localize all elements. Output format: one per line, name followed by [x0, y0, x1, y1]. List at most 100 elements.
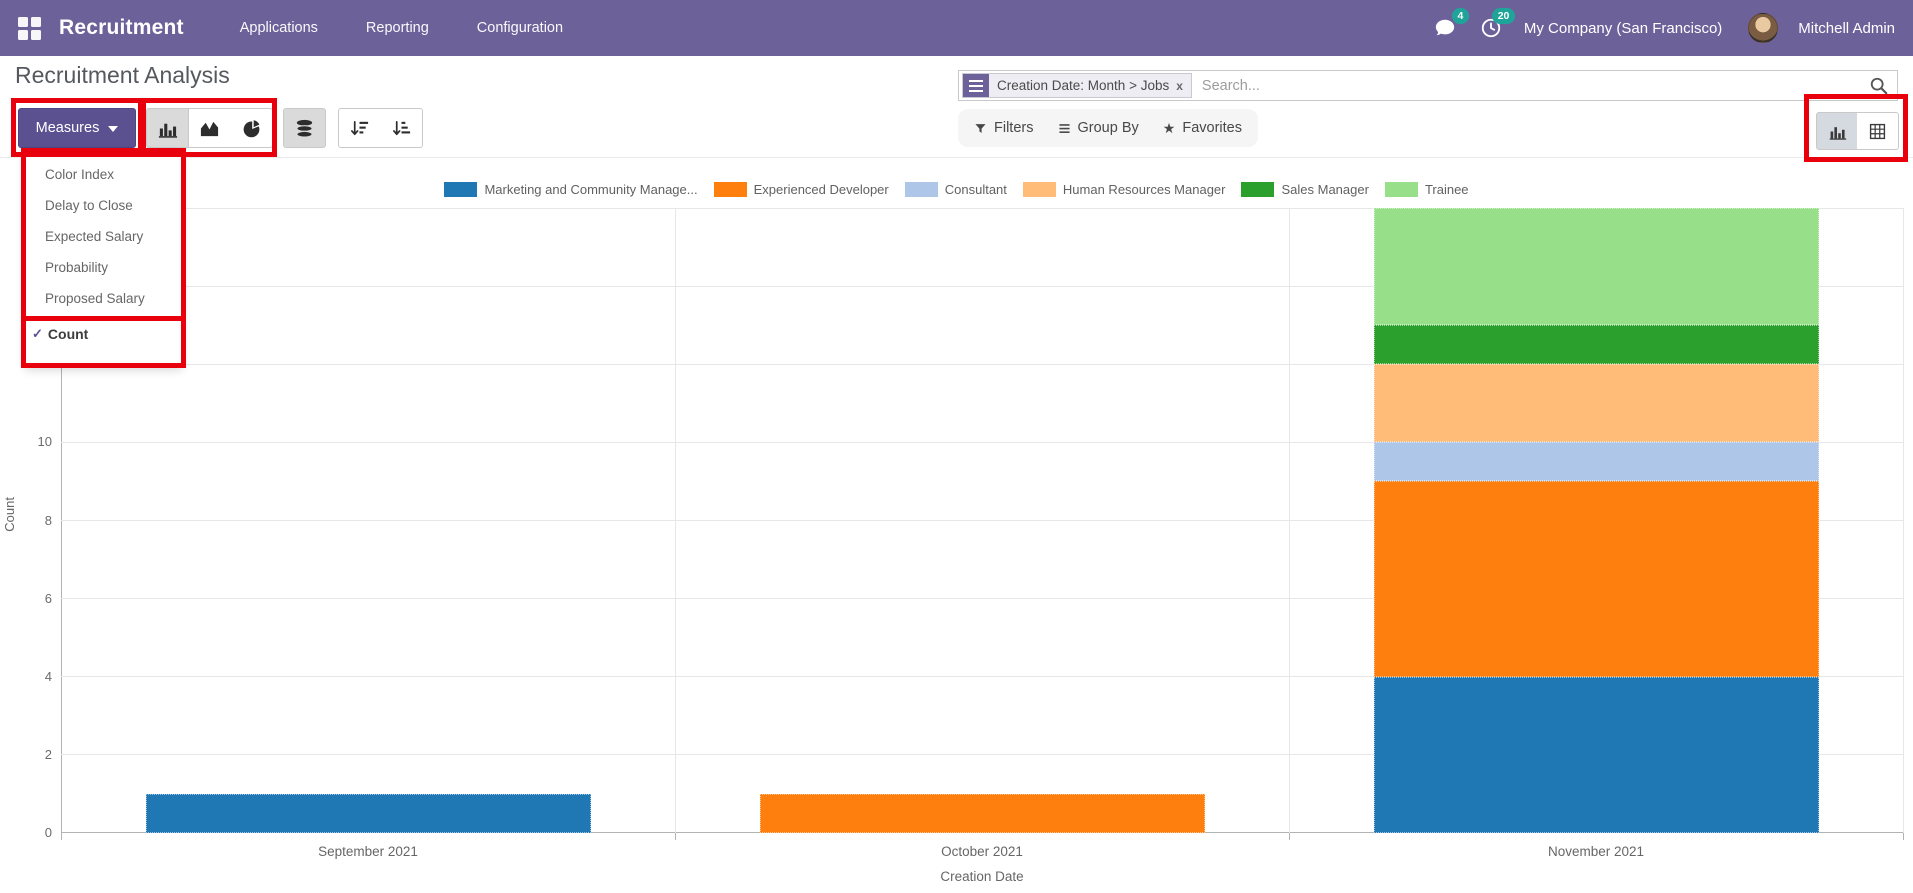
x-tick-label: September 2021	[318, 844, 418, 859]
y-tick-label-0: 0	[44, 825, 52, 840]
bar-segment[interactable]	[1373, 676, 1819, 833]
legend-item[interactable]: Consultant	[904, 182, 1007, 197]
menu-item-delay-to-close[interactable]: Delay to Close	[45, 198, 133, 213]
control-panel-divider	[0, 157, 1913, 158]
gridline-y-6	[61, 598, 1903, 600]
messages-badge: 4	[1452, 8, 1469, 24]
y-tick-label-10: 10	[37, 434, 52, 450]
pie-chart-type-button[interactable]	[230, 108, 273, 148]
x-tickmark-1	[674, 833, 676, 840]
x-tick-label: October 2021	[941, 844, 1023, 859]
legend-swatch	[1022, 182, 1056, 197]
legend-label: Marketing and Community Manage...	[484, 182, 698, 197]
user-menu[interactable]: Mitchell Admin	[1798, 19, 1895, 37]
chevron-down-icon	[108, 125, 119, 137]
legend-item[interactable]: Human Resources Manager	[1022, 182, 1226, 197]
legend-swatch	[444, 182, 478, 197]
gridline-y-12	[61, 363, 1903, 365]
y-tick-label-2: 2	[44, 746, 52, 762]
messages-icon[interactable]: 4	[1432, 8, 1469, 41]
legend-label: Sales Manager	[1281, 182, 1369, 197]
gridline-x-1	[674, 208, 676, 833]
legend-label: Experienced Developer	[753, 182, 889, 197]
search-icon[interactable]	[1869, 76, 1889, 96]
legend-swatch	[1241, 182, 1275, 197]
search-bar[interactable]: Creation Date: Month > Jobs x Search...	[958, 70, 1898, 101]
measures-button[interactable]: Measures	[18, 108, 136, 148]
x-tickmark-0	[60, 833, 62, 840]
facet-remove-icon[interactable]: x	[1176, 78, 1183, 93]
groupby-bars-icon	[1058, 123, 1070, 133]
legend-item[interactable]: Trainee	[1384, 182, 1469, 197]
chart-legend: Marketing and Community Manage... Experie…	[0, 182, 1913, 197]
gridline-y-4	[61, 676, 1903, 678]
nav-reporting[interactable]: Reporting	[365, 20, 429, 36]
legend-label: Human Resources Manager	[1062, 182, 1226, 197]
stacked-toggle-button[interactable]	[283, 108, 326, 148]
pivot-view-button[interactable]	[1857, 112, 1899, 150]
legend-item[interactable]: Sales Manager	[1241, 182, 1369, 197]
menu-item-count-selected[interactable]: ✓ Count	[26, 314, 181, 354]
bar-segment[interactable]	[1373, 208, 1819, 326]
menu-item-proposed-salary[interactable]: Proposed Salary	[45, 291, 145, 306]
gridline-y-10	[61, 441, 1903, 443]
x-axis-title: Creation Date	[940, 869, 1024, 884]
check-icon: ✓	[32, 326, 43, 341]
filter-icon	[975, 123, 986, 133]
gridline-y-8	[61, 520, 1903, 521]
line-area-chart-type-button[interactable]	[188, 108, 231, 148]
graph-view-button[interactable]	[1816, 112, 1858, 150]
nav-configuration[interactable]: Configuration	[476, 20, 564, 36]
y-axis-title: Count	[2, 497, 17, 532]
star-icon: ★	[1162, 119, 1176, 136]
bar-segment[interactable]	[759, 793, 1205, 833]
legend-item[interactable]: Experienced Developer	[713, 182, 889, 197]
activities-clock-icon[interactable]: 20	[1478, 8, 1515, 41]
legend-swatch	[1384, 182, 1418, 197]
facet-label: Creation Date: Month > Jobs	[997, 78, 1170, 93]
menu-item-expected-salary[interactable]: Expected Salary	[45, 229, 144, 244]
y-tick-label-6: 6	[44, 590, 52, 606]
gridline-y-2	[61, 754, 1903, 756]
gridline-y-14	[61, 285, 1903, 287]
legend-item[interactable]: Marketing and Community Manage...	[444, 182, 698, 197]
menu-item-color-index[interactable]: Color Index	[45, 167, 115, 182]
company-switcher[interactable]: My Company (San Francisco)	[1523, 19, 1723, 37]
page-title: Recruitment Analysis	[15, 62, 230, 88]
sort-ascending-button[interactable]	[380, 108, 423, 148]
filters-label: Filters	[994, 120, 1034, 136]
legend-label: Trainee	[1424, 182, 1469, 197]
bar-segment[interactable]	[1373, 442, 1819, 482]
groupby-facet-icon	[963, 74, 989, 97]
user-avatar[interactable]	[1748, 13, 1779, 43]
search-facet[interactable]: Creation Date: Month > Jobs x	[962, 73, 1192, 98]
nav-applications[interactable]: Applications	[239, 20, 318, 36]
bar-segment[interactable]	[1373, 364, 1819, 443]
menu-item-probability[interactable]: Probability	[45, 260, 109, 275]
apps-menu-icon[interactable]	[18, 16, 41, 40]
bar-segment[interactable]	[1373, 325, 1819, 365]
bar-segment[interactable]	[1373, 481, 1819, 677]
favorites-button[interactable]: ★ Favorites	[1163, 120, 1242, 137]
x-tickmark-2	[1288, 833, 1290, 840]
filters-button[interactable]: Filters	[974, 120, 1033, 136]
menu-item-count-label: Count	[47, 326, 89, 342]
groupby-button[interactable]: Group By	[1058, 120, 1139, 136]
legend-swatch	[713, 182, 747, 197]
gridline-y-16	[61, 207, 1903, 209]
y-tick-label-4: 4	[44, 668, 52, 684]
gridline-x-2	[1288, 208, 1290, 833]
app-name[interactable]: Recruitment	[59, 16, 184, 39]
measures-dropdown-menu: Color Index Delay to Close Expected Sala…	[25, 151, 182, 367]
search-input[interactable]: Search...	[1201, 77, 1260, 94]
x-tickmark-3	[1902, 833, 1904, 840]
gridline-x-3	[1902, 208, 1904, 833]
bar-segment[interactable]	[145, 793, 591, 833]
legend-label: Consultant	[944, 182, 1007, 197]
measures-button-label: Measures	[35, 120, 100, 136]
search-options-bar: Filters Group By ★ Favorites	[958, 109, 1258, 147]
top-navbar: Recruitment Applications Reporting Confi…	[0, 0, 1913, 56]
bar-chart-type-button[interactable]	[146, 108, 189, 148]
sort-descending-button[interactable]	[338, 108, 381, 148]
